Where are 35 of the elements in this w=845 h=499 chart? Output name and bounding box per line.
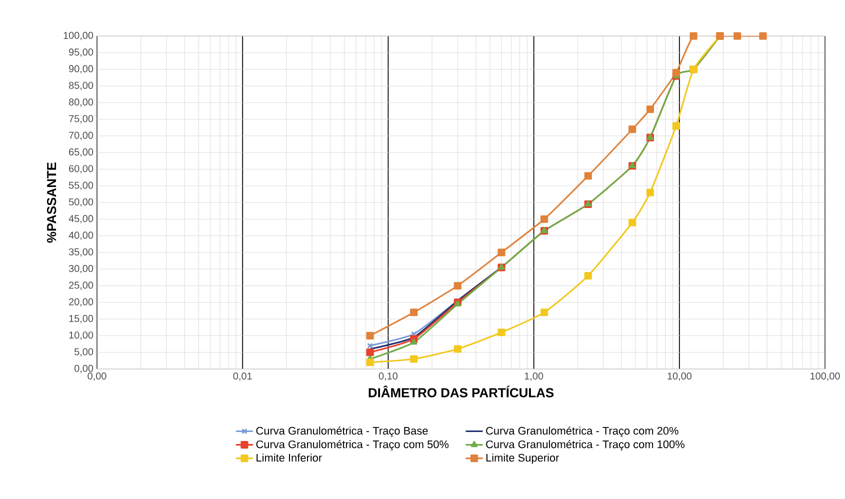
y-tick-label: 30,00 [68,264,94,274]
y-tick-label: 45,00 [68,215,94,224]
legend-label: Curva Granulométrica - Traço com 50% [256,440,449,450]
x-tick-label: 0,10 [378,372,398,381]
y-tick-label: 65,00 [69,148,94,157]
y-tick-label: 35,00 [68,248,94,257]
x-tick-label: 0,01 [233,372,252,381]
legend-label: Limite Superior [486,454,560,464]
y-tick-label: 15,00 [69,314,94,324]
legend-label: Limite Inferior [256,454,322,462]
y-tick-label: 90,00 [69,65,94,74]
y-tick-label: 60,00 [69,165,94,174]
y-tick-label: 85,00 [68,82,94,90]
y-tick-label: 80,00 [68,98,94,107]
y-tick-label: 10,00 [69,332,94,340]
y-tick-label: 0,00 [74,364,94,374]
y-tick-label: 95,00 [69,48,94,57]
y-tick-label: 100,00 [64,32,94,40]
y-tick-label: 55,00 [68,182,94,190]
y-tick-label: 70,00 [69,132,94,140]
legend-label: Curva Granulométrica - Traço Base [256,426,428,437]
y-tick-label: 5,00 [74,348,94,356]
y-tick-label: 20,00 [69,298,94,307]
y-tick-label: 50,00 [68,198,94,207]
x-axis-title: DIÂMETRO DAS PARTÍCULAS [368,386,554,398]
y-axis-title: %PASSANTE [46,162,56,243]
y-tick-label: 75,00 [69,115,94,124]
x-tick-label: 1,00 [524,372,544,381]
legend-label: Curva Granulométrica - Traço com 100% [486,440,684,450]
x-tick-label: 100,00 [810,372,840,381]
legend-label: Curva Granulométrica - Traço com 20% [486,426,678,437]
y-tick-label: 40,00 [68,232,94,240]
x-tick-label: 0,00 [88,372,106,381]
y-tick-label: 25,00 [69,282,94,290]
x-tick-label: 10,00 [668,372,692,381]
